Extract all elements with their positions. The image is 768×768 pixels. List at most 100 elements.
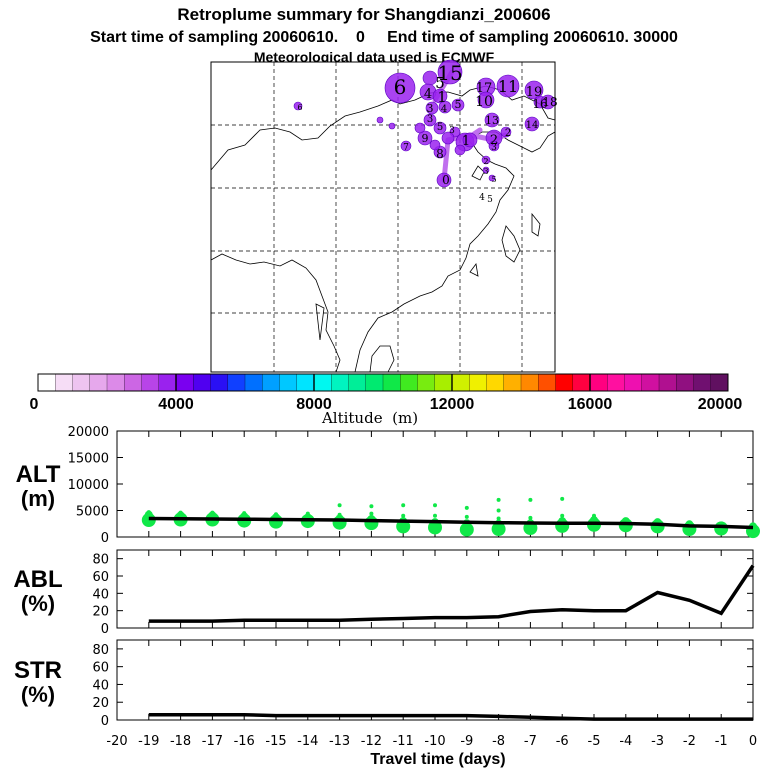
plume-label-21: 2 <box>490 133 498 148</box>
colorbar-tick-8000: 8000 <box>296 396 332 413</box>
colorbar-label: Altitude (m) <box>321 409 418 427</box>
colorbar-cell-22 <box>417 373 436 392</box>
x-tick-label-18: -2 <box>683 734 696 749</box>
x-tick-label-6: -14 <box>297 734 318 749</box>
x-tick-label-5: -15 <box>265 734 286 749</box>
plume-marker-36 <box>414 122 426 134</box>
alt-point-6-2 <box>337 512 342 517</box>
panel-2-ytick-label: 20 <box>92 696 109 711</box>
altitude-colorbar: 0 4000 8000 12000 16000 20000 Altitude (… <box>30 373 743 427</box>
alt-point-9-3 <box>433 503 437 508</box>
colorbar-major-ticks <box>175 374 591 391</box>
colorbar-cell-2 <box>72 373 91 392</box>
colorbar-cell-36 <box>658 373 677 392</box>
colorbar-cell-17 <box>331 373 349 392</box>
panel-2: 0 20 40 60 80 STR(%) <box>14 639 754 729</box>
alt-point-0-1 <box>144 510 153 519</box>
plume-marker-4 <box>432 88 448 104</box>
panel-1-ytick-label: 20 <box>92 605 109 620</box>
plume-label-2: 5 <box>435 74 445 92</box>
x-tick-label-19: -1 <box>715 734 728 749</box>
colorbar-cell-4 <box>106 373 125 392</box>
panel-2-ytick-label: 60 <box>92 661 109 676</box>
panel-2-series-line <box>148 712 753 721</box>
colorbar-cell-38 <box>693 373 712 392</box>
colorbar-cell-23 <box>434 373 453 392</box>
plume-marker-33 <box>462 132 478 148</box>
panel-2-ytick-label: 0 <box>101 714 109 729</box>
panel-2-ylabel-1: STR <box>14 657 62 684</box>
alt-point-3-2 <box>242 511 247 516</box>
plume-label-9: 16 <box>532 97 547 111</box>
alt-point-8-3 <box>401 503 406 508</box>
colorbar-cell-21 <box>400 373 418 392</box>
colorbar-cell-24 <box>451 373 470 392</box>
plume-label-19: 1 <box>462 134 470 149</box>
panel-2-ytick-label: 40 <box>92 678 109 693</box>
plume-label-20: 13 <box>485 114 499 127</box>
colorbar-cell-18 <box>348 373 367 392</box>
alt-point-10-3 <box>464 505 469 510</box>
plume-label-10: 18 <box>542 95 557 109</box>
plume-label-22: 2 <box>505 128 511 139</box>
x-tick-label-3: -17 <box>202 734 223 749</box>
alt-point-11-2 <box>496 516 501 521</box>
alt-point-13-2 <box>560 513 565 518</box>
plume-marker-34 <box>441 131 455 145</box>
colorbar-tick-12000: 12000 <box>430 396 475 413</box>
panel-1: 0 20 40 60 80 ABL(%) <box>13 549 755 637</box>
colorbar-tick-16000: 16000 <box>568 396 613 413</box>
colorbar-cell-16 <box>313 373 332 392</box>
colorbar-cell-27 <box>503 373 522 392</box>
plume-label-27: 5 <box>491 175 496 184</box>
x-tick-label-4: -16 <box>234 734 255 749</box>
plume-marker-7 <box>524 80 544 100</box>
colorbar-cell-9 <box>193 373 211 392</box>
colorbar-tick-20000: 20000 <box>698 396 743 413</box>
panel-1-ytick-label: 40 <box>92 587 109 602</box>
alt-point-10-0 <box>459 522 474 537</box>
colorbar-frame <box>37 373 729 392</box>
panel-0-ytick-label: 0 <box>101 531 109 546</box>
panel-0-ytick-label: 10000 <box>68 478 109 493</box>
colorbar-cell-20 <box>382 373 401 392</box>
x-tick-label-8: -12 <box>361 734 382 749</box>
panel-2-frame <box>116 639 754 721</box>
panel-1-series-line <box>148 564 755 623</box>
colorbar-cell-39 <box>710 373 729 392</box>
plume-label-15: 5 <box>437 122 443 133</box>
plume-marker-8 <box>477 91 495 109</box>
plume-marker-31 <box>376 116 384 124</box>
panel-1-ytick-label: 0 <box>101 622 109 637</box>
panel-0-ylabel-2: (m) <box>21 486 55 511</box>
time-series-panels: 05000100001500020000ALT(m)020406080ABL(%… <box>13 425 760 729</box>
plume-marker-11 <box>425 101 439 115</box>
plume-marker-15 <box>433 121 447 135</box>
colorbar-cell-30 <box>555 373 574 392</box>
colorbar-cell-12 <box>244 373 263 392</box>
plume-label-23: 14 <box>526 120 539 131</box>
alt-point-8-2 <box>401 513 406 518</box>
plume-label-18: 8 <box>436 147 444 161</box>
plume-label-6: 11 <box>498 77 518 96</box>
plume-marker-22 <box>500 126 512 138</box>
plume-marker-16 <box>417 130 433 146</box>
x-tick-label-0: -20 <box>106 734 127 749</box>
colorbar-cell-34 <box>624 373 643 392</box>
plume-marker-30 <box>293 101 303 111</box>
x-axis-label: Travel time (days) <box>370 751 505 768</box>
colorbar-cell-31 <box>572 373 591 392</box>
x-tick-label-16: -4 <box>619 734 632 749</box>
plume-label-5: 17 <box>476 81 493 96</box>
map-gridlines <box>211 62 555 372</box>
colorbar-cell-29 <box>538 373 556 392</box>
colorbar-cell-3 <box>89 373 108 392</box>
plume-marker-29 <box>436 172 452 188</box>
alt-point-0-2 <box>146 510 151 515</box>
panel-1-ylabel-2: (%) <box>21 591 55 616</box>
plume-label-26: 2 <box>483 157 488 166</box>
alt-point-12-3 <box>528 497 533 502</box>
plume-marker-1 <box>437 59 463 85</box>
colorbar-cell-37 <box>676 373 694 392</box>
panel-0-ytick-label: 15000 <box>68 452 109 467</box>
